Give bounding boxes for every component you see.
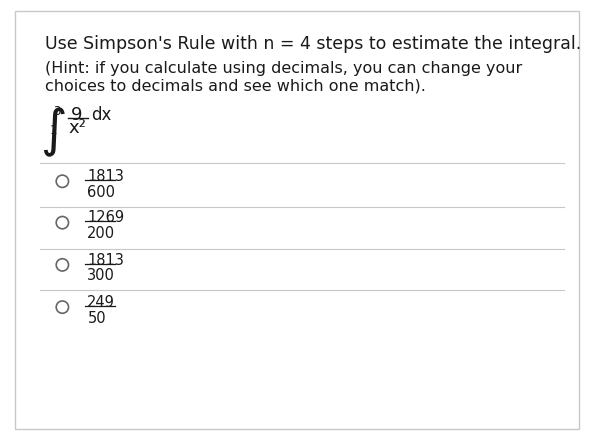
- Text: (Hint: if you calculate using decimals, you can change your: (Hint: if you calculate using decimals, …: [45, 61, 522, 76]
- Text: choices to decimals and see which one match).: choices to decimals and see which one ma…: [45, 78, 425, 93]
- Text: 1813: 1813: [87, 169, 124, 184]
- Text: 9: 9: [71, 106, 83, 125]
- Text: 200: 200: [87, 226, 115, 241]
- Text: x²: x²: [69, 119, 87, 137]
- Text: $\int$: $\int$: [40, 106, 66, 159]
- Text: 249: 249: [87, 295, 115, 310]
- Text: 300: 300: [87, 268, 115, 283]
- Text: 1269: 1269: [87, 210, 125, 225]
- Text: dx: dx: [91, 106, 111, 125]
- Text: Use Simpson's Rule with n = 4 steps to estimate the integral.: Use Simpson's Rule with n = 4 steps to e…: [45, 35, 581, 53]
- Text: 50: 50: [87, 311, 106, 326]
- Text: 600: 600: [87, 185, 115, 200]
- Text: 3: 3: [53, 105, 61, 118]
- Text: 1813: 1813: [87, 253, 124, 268]
- Text: 1: 1: [49, 124, 57, 137]
